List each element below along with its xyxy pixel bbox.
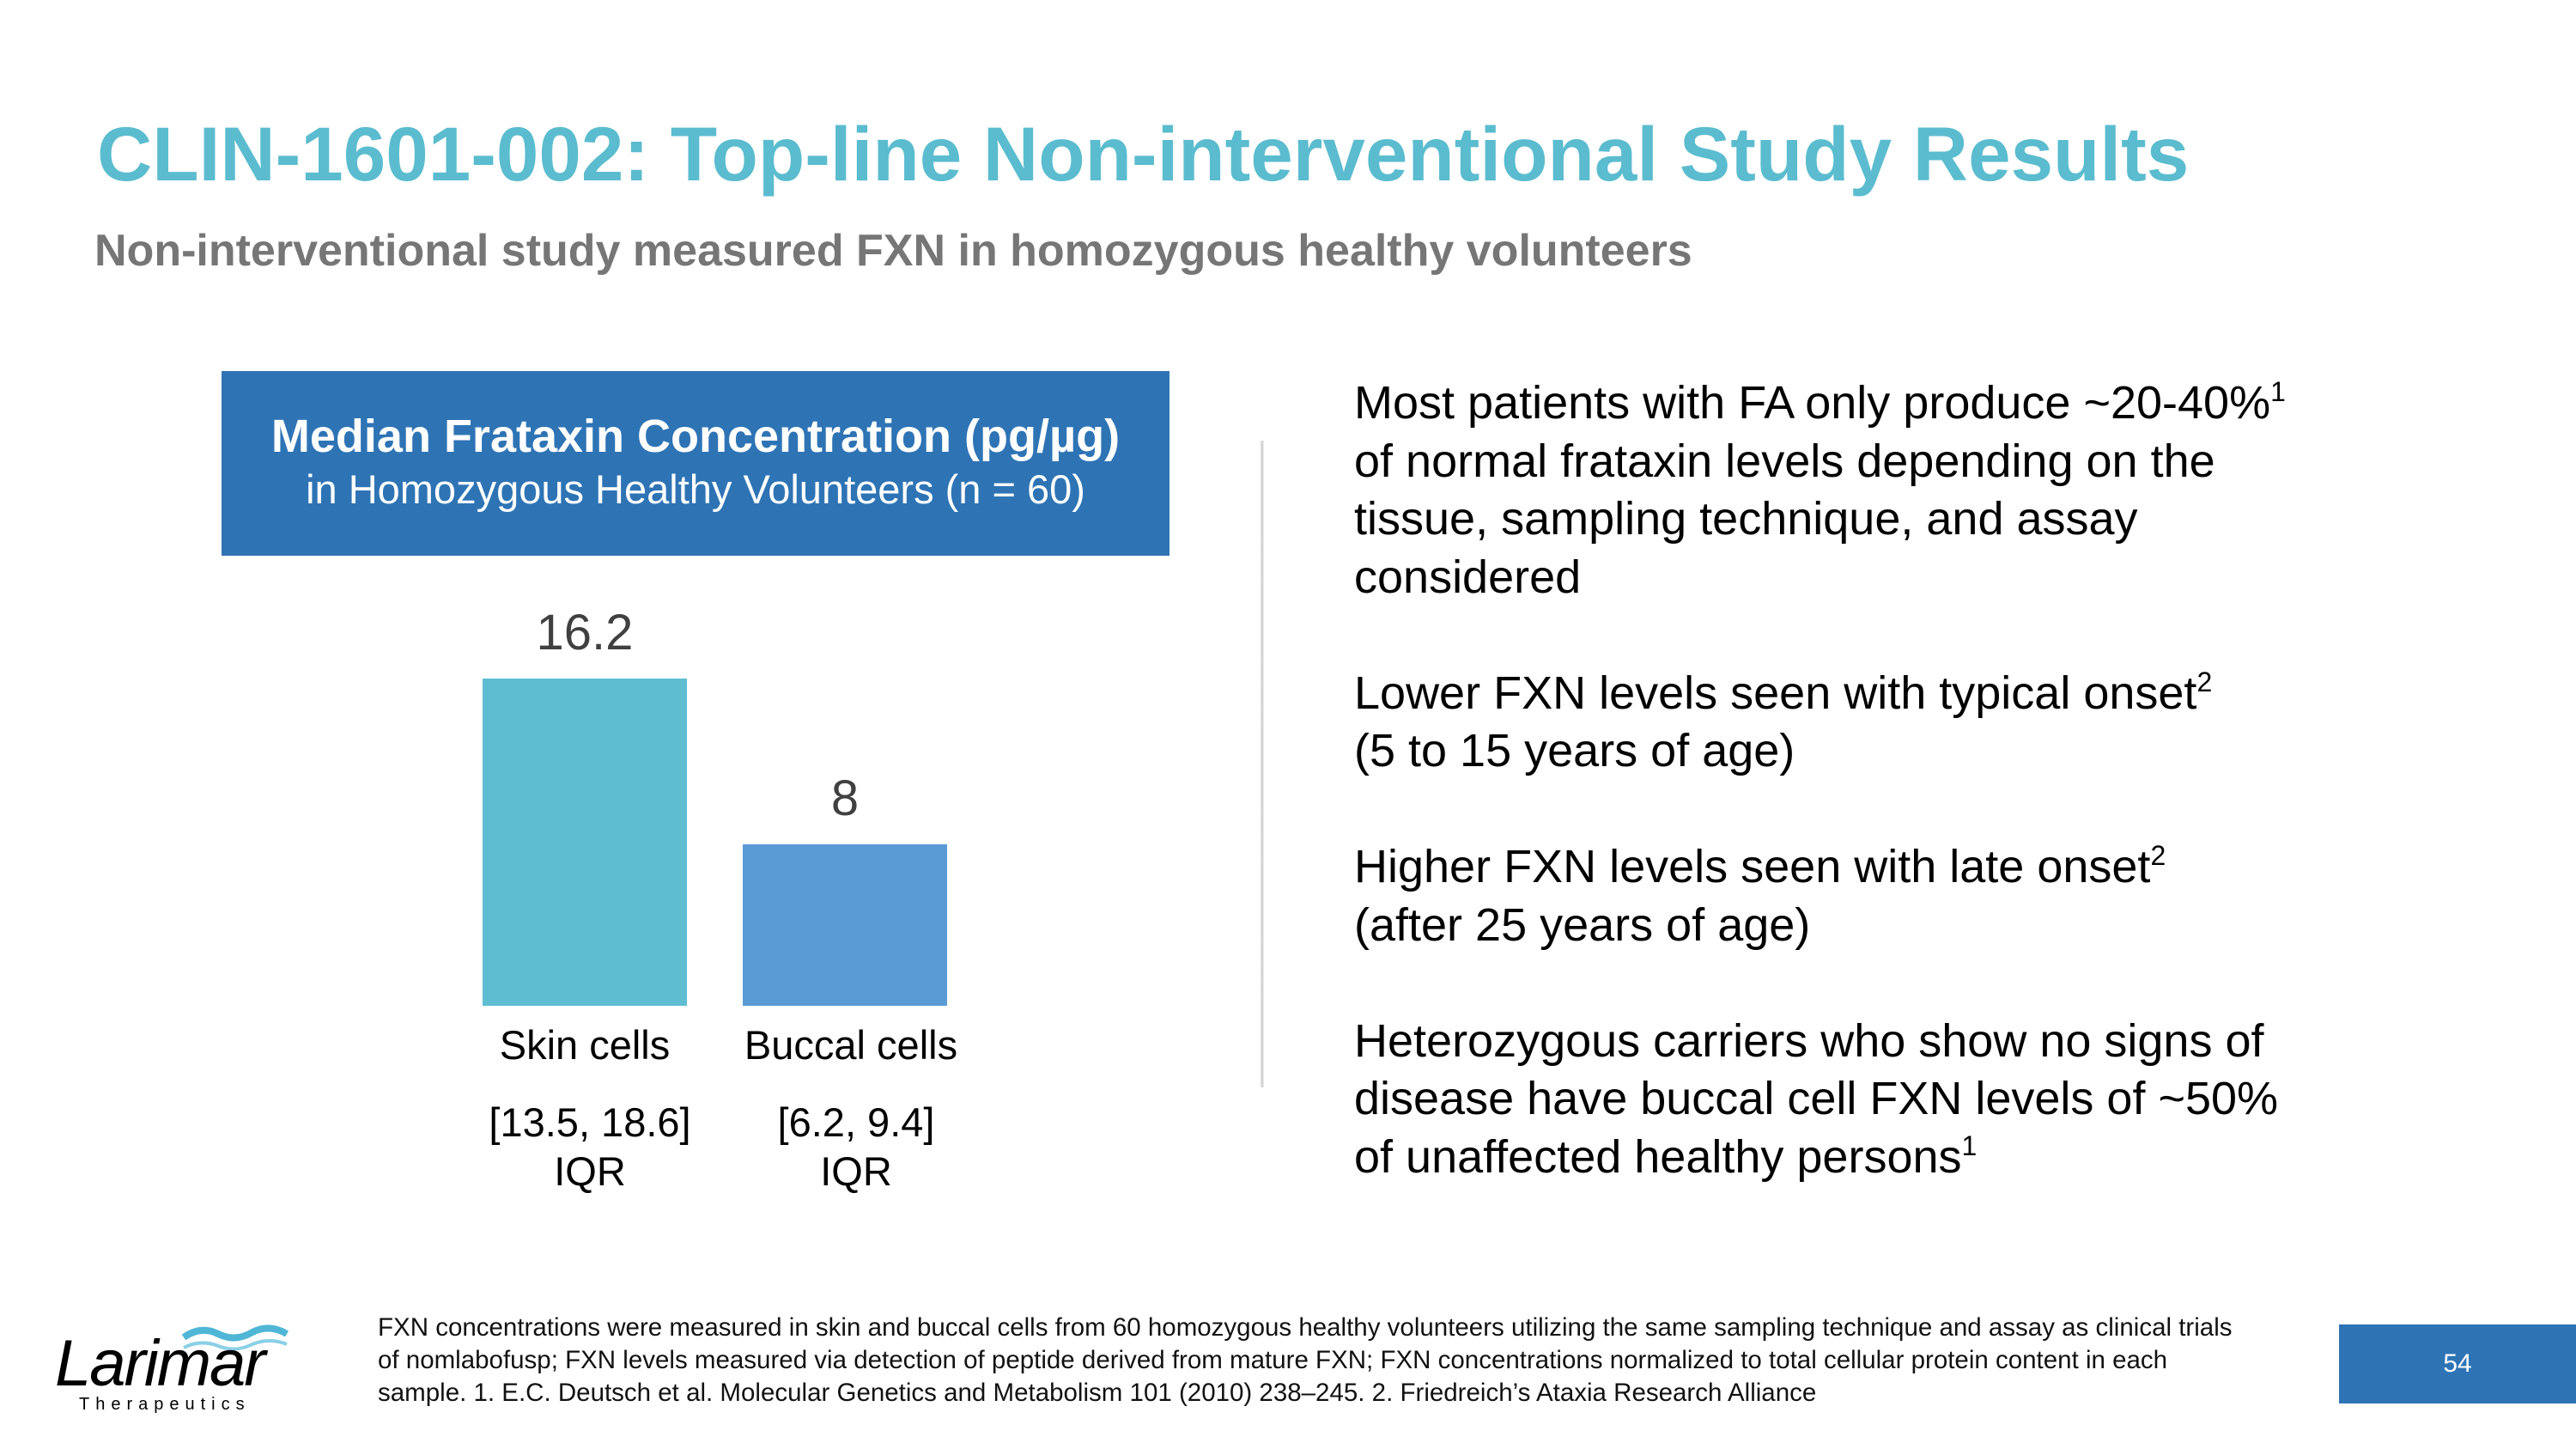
ref: 1 xyxy=(1961,1129,1978,1161)
slide-subtitle: Non-interventional study measured FXN in… xyxy=(94,226,1692,276)
point-text-cont: (after 25 years of age) xyxy=(1354,898,1811,951)
point-text: Heterozygous carriers who show no signs … xyxy=(1354,1014,2279,1183)
chart-header: Median Frataxin Concentration (pg/µg) in… xyxy=(222,371,1170,556)
point-3: Higher FXN levels seen with late onset2 … xyxy=(1354,838,2385,954)
point-text-cont: of normal frataxin levels depending on t… xyxy=(1354,435,2215,603)
bar-buccal-cells xyxy=(743,843,947,1006)
point-2: Lower FXN levels seen with typical onset… xyxy=(1354,665,2385,781)
svg-text:Larimar: Larimar xyxy=(55,1327,268,1400)
page-number: 54 xyxy=(2339,1324,2576,1403)
point-4: Heterozygous carriers who show no signs … xyxy=(1354,1013,2385,1187)
category-label-buccal-cells: Buccal cells xyxy=(744,1022,958,1068)
chart-title: Median Frataxin Concentration (pg/µg) xyxy=(270,411,1121,462)
key-points: Most patients with FA only produce ~20-4… xyxy=(1354,374,2385,1245)
svg-text:Therapeutics: Therapeutics xyxy=(79,1395,251,1413)
ref: 1 xyxy=(2270,376,2286,407)
point-text: Most patients with FA only produce ~20-4… xyxy=(1354,377,2271,429)
value-label-buccal-cells: 8 xyxy=(830,770,860,826)
point-text: Higher FXN levels seen with late onset xyxy=(1354,841,2151,892)
iqr-buccal-cells: [6.2, 9.4] xyxy=(777,1099,935,1145)
value-label-skin-cells: 16.2 xyxy=(536,605,634,661)
iqr-skin-cells: [13.5, 18.6] xyxy=(489,1099,691,1145)
slide-title: CLIN-1601-002: Top-line Non-intervention… xyxy=(97,111,2190,197)
category-label-skin-cells: Skin cells xyxy=(499,1022,671,1068)
larimar-logo: Larimar Therapeutics xyxy=(55,1324,289,1413)
chart-subtitle: in Homozygous Healthy Volunteers (n = 60… xyxy=(306,466,1085,512)
divider xyxy=(1261,441,1264,1087)
iqr-label-buccal: IQR xyxy=(820,1148,892,1194)
ref: 2 xyxy=(2196,666,2213,697)
point-text-cont: (5 to 15 years of age) xyxy=(1354,725,1795,776)
point-1: Most patients with FA only produce ~20-4… xyxy=(1354,374,2385,606)
bar-skin-cells xyxy=(483,679,687,1006)
footnote: FXN concentrations were measured in skin… xyxy=(378,1313,2233,1407)
ref: 2 xyxy=(2150,840,2166,871)
iqr-label-skin: IQR xyxy=(554,1148,626,1194)
point-text: Lower FXN levels seen with typical onset xyxy=(1354,667,2197,719)
